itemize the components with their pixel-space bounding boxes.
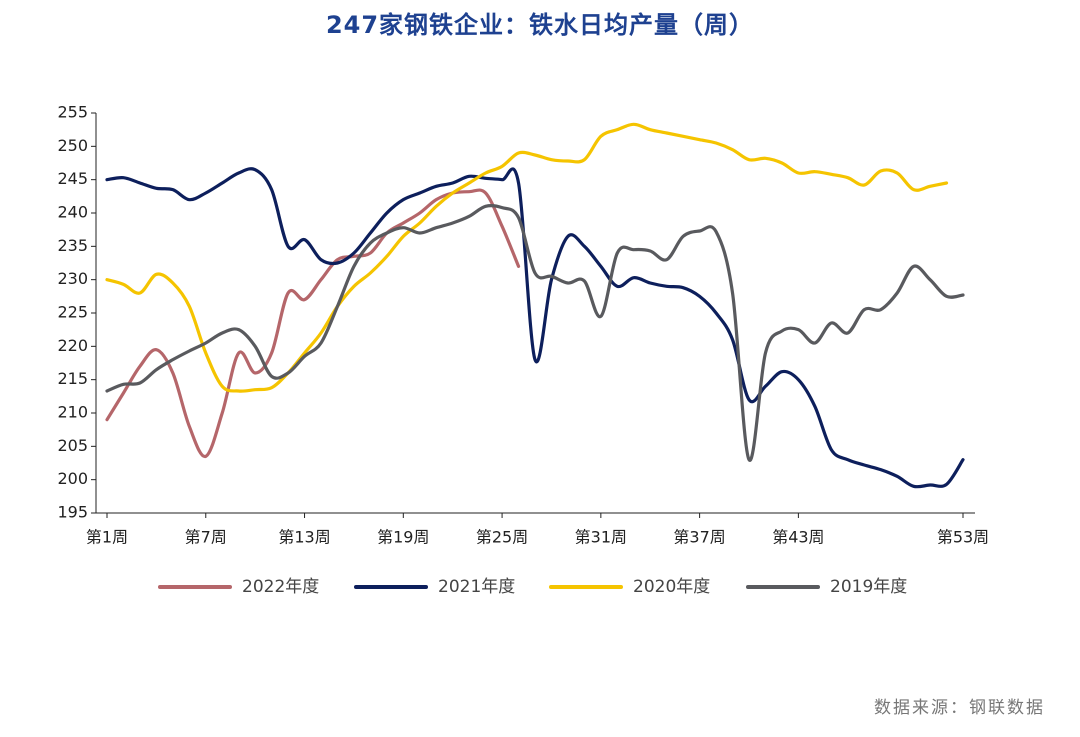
y-tick-label: 210 xyxy=(57,403,88,422)
x-tick-label: 第7周 xyxy=(185,528,227,547)
y-tick-label: 245 xyxy=(57,169,88,188)
chart-title: 247家钢铁企业：铁水日均产量（周） xyxy=(326,11,754,39)
legend-label: 2019年度 xyxy=(830,577,907,597)
y-tick-label: 230 xyxy=(57,269,88,288)
x-tick-label: 第1周 xyxy=(86,528,128,547)
series-line xyxy=(105,188,521,458)
series-line xyxy=(105,167,965,489)
x-tick-label: 第13周 xyxy=(278,528,330,547)
legend-label: 2021年度 xyxy=(438,577,515,597)
y-tick-label: 235 xyxy=(57,236,88,255)
series-line xyxy=(105,122,949,393)
x-tick-label: 第43周 xyxy=(772,528,824,547)
y-tick-label: 225 xyxy=(57,303,88,322)
y-tick-label: 215 xyxy=(57,369,88,388)
legend-label: 2022年度 xyxy=(242,577,319,597)
y-tick-label: 200 xyxy=(57,469,88,488)
y-tick-label: 220 xyxy=(57,336,88,355)
x-tick-label: 第31周 xyxy=(575,528,627,547)
y-tick-label: 250 xyxy=(57,136,88,155)
y-tick-label: 205 xyxy=(57,436,88,455)
y-tick-label: 255 xyxy=(57,103,88,122)
x-tick-label: 第37周 xyxy=(673,528,725,547)
x-tick-label: 第53周 xyxy=(937,528,989,547)
y-tick-label: 240 xyxy=(57,203,88,222)
legend-label: 2020年度 xyxy=(633,577,710,597)
source-note: 数据来源：钢联数据 xyxy=(874,698,1045,718)
x-tick-label: 第25周 xyxy=(476,528,528,547)
series-line xyxy=(105,204,965,462)
x-tick-label: 第19周 xyxy=(377,528,429,547)
y-tick-label: 195 xyxy=(57,503,88,522)
